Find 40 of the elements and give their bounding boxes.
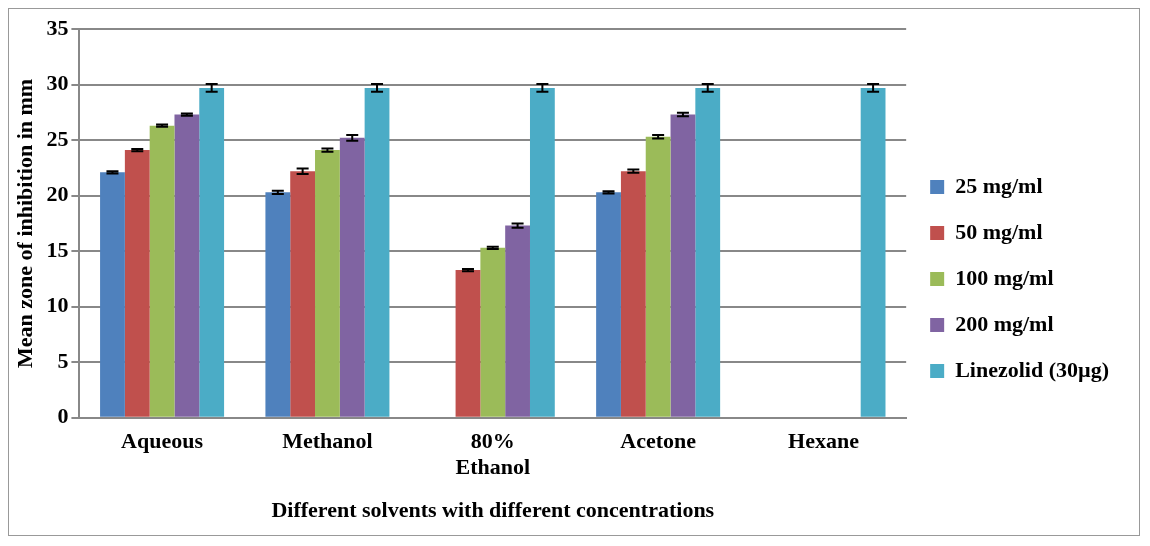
bar (695, 87, 721, 417)
y-axis-title: Mean zone of inhibition in mm (11, 78, 37, 368)
bar (265, 192, 291, 417)
y-tick-label: 20 (46, 181, 69, 207)
bar (480, 247, 506, 417)
legend-label: 50 mg/ml (955, 218, 1043, 244)
y-tick-label: 15 (46, 236, 69, 262)
y-tick-label: 30 (46, 70, 69, 96)
legend-label: 200 mg/ml (955, 310, 1054, 336)
x-tick-label: Aqueous (121, 427, 204, 453)
bar (860, 87, 886, 417)
y-tick-label: 5 (57, 347, 69, 373)
bar (199, 87, 225, 417)
y-tick-label: 10 (46, 292, 69, 318)
bar (596, 192, 621, 417)
bar (364, 87, 390, 417)
legend-label: 100 mg/ml (955, 264, 1054, 290)
bar (174, 114, 200, 417)
x-tick-label: Hexane (788, 427, 860, 453)
bar (124, 150, 150, 417)
x-tick-label: Methanol (282, 427, 373, 453)
y-tick-label: 25 (46, 125, 69, 151)
bar (670, 114, 696, 417)
bar (100, 172, 125, 417)
bar (315, 150, 340, 417)
bar (149, 125, 175, 417)
legend-label: 25 mg/ml (955, 172, 1043, 198)
bar (455, 270, 481, 417)
y-tick-label: 35 (46, 14, 69, 40)
bar (290, 171, 316, 417)
y-tick-label: 0 (57, 403, 69, 429)
bar (645, 136, 671, 417)
x-tick-label: 80% Ethanol (455, 427, 531, 480)
bar (339, 137, 365, 417)
legend-label: Linezolid (30µg) (955, 356, 1109, 382)
bar (620, 171, 646, 417)
bar (505, 225, 530, 417)
x-tick-label: Acetone (620, 427, 697, 453)
bar (529, 87, 555, 417)
x-axis-title: Different solvents with different concentrations (271, 497, 715, 523)
